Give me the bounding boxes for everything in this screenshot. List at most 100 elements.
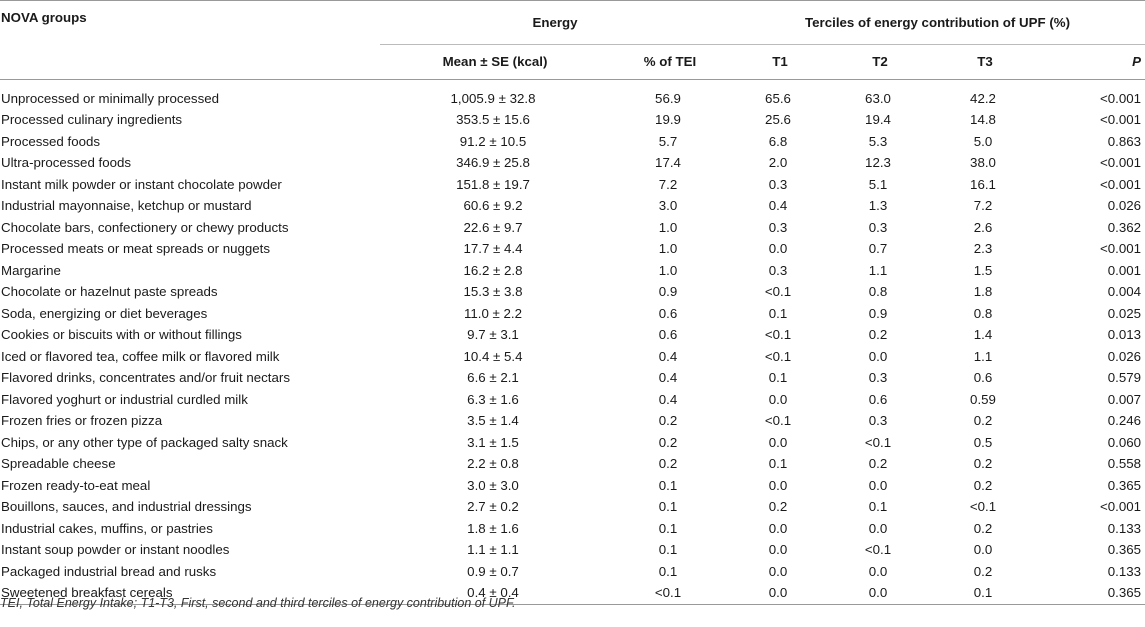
cell-nova-group: Chips, or any other type of packaged sal…	[1, 434, 288, 450]
cell-t1: 6.8	[768, 133, 788, 149]
cell-t3: 1.5	[973, 262, 993, 278]
cell-t3: 0.2	[973, 413, 993, 428]
cell-t2: 0.0	[868, 520, 888, 536]
cell-t2: 0.1	[868, 499, 888, 514]
table-row: Processed meats or meat spreads or nugge…	[0, 238, 1145, 260]
cell-pct-tei: 0.2	[658, 413, 678, 428]
cell-p: 0.060	[1107, 434, 1142, 450]
cell-t2: 0.2	[868, 456, 888, 471]
header-mean-se: Mean ± SE (kcal)	[380, 43, 610, 80]
table-row: Unprocessed or minimally processed 1,005.…	[0, 79, 1145, 109]
table-row: Cookies or biscuits with or without fill…	[0, 324, 1145, 346]
header-t2: T2	[830, 43, 930, 80]
cell-mean-se: 3.5 ± 1.4	[467, 413, 519, 428]
cell-nova-group: Flavored drinks, concentrates and/or fru…	[1, 370, 290, 385]
cell-pct-tei: 0.1	[658, 542, 678, 557]
cell-pct-tei: 0.6	[658, 305, 678, 321]
cell-nova-group: Chocolate or hazelnut paste spreads	[1, 284, 218, 299]
cell-t2: 1.3	[868, 198, 888, 213]
table-row: Frozen fries or frozen pizza 3.5 ± 1.4 0.2…	[0, 410, 1145, 432]
cell-pct-tei: 56.9	[655, 90, 681, 106]
header-t3: T3	[930, 43, 1040, 80]
cell-t1: 25.6	[765, 112, 791, 127]
cell-t2: 0.0	[868, 348, 888, 364]
cell-t1: 0.3	[768, 219, 788, 235]
cell-nova-group: Flavored yoghurt or industrial curdled m…	[1, 391, 248, 407]
table-row: Processed culinary ingredients 353.5 ± 15…	[0, 109, 1145, 131]
cell-pct-tei: 0.1	[658, 477, 678, 493]
cell-pct-tei: 0.2	[658, 456, 678, 471]
cell-t1: 2.0	[768, 155, 788, 170]
cell-t1: 65.6	[765, 90, 791, 106]
cell-nova-group: Instant soup powder or instant noodles	[1, 542, 230, 557]
cell-pct-tei: 0.6	[658, 327, 678, 342]
cell-t2: 0.2	[868, 327, 888, 342]
cell-pct-tei: <0.1	[610, 582, 730, 605]
cell-mean-se: 11.0 ± 2.2	[463, 305, 523, 321]
cell-p: <0.001	[1100, 155, 1142, 170]
cell-mean-se: 346.9 ± 25.8	[456, 155, 530, 170]
cell-t2: 12.3	[865, 155, 891, 170]
cell-t2: <0.1	[864, 434, 892, 450]
table-row: Frozen ready-to-eat meal 3.0 ± 3.0 0.1 0.0 0…	[0, 475, 1145, 497]
cell-mean-se: 6.3 ± 1.6	[467, 391, 519, 407]
cell-mean-se: 1,005.9 ± 32.8	[450, 90, 536, 106]
cell-t1: 0.0	[730, 582, 830, 605]
cell-pct-tei: 5.7	[658, 133, 678, 149]
table-row: Instant soup powder or instant noodles 1.…	[0, 539, 1145, 561]
cell-p: 0.133	[1107, 563, 1142, 579]
table-row: Chips, or any other type of packaged sal…	[0, 432, 1145, 454]
cell-t2: 0.9	[868, 305, 888, 321]
cell-pct-tei: 0.4	[658, 370, 678, 385]
cell-t2: 63.0	[865, 90, 891, 106]
cell-nova-group: Cookies or biscuits with or without fill…	[1, 327, 242, 342]
cell-pct-tei: 17.4	[655, 155, 681, 170]
cell-mean-se: 22.6 ± 9.7	[463, 219, 523, 235]
cell-nova-group: Sweetened breakfast cereals	[0, 582, 380, 605]
cell-t1: <0.1	[764, 413, 792, 428]
cell-t1: 0.1	[768, 456, 788, 471]
cell-t3: 14.8	[970, 112, 996, 127]
table-row: Margarine 16.2 ± 2.8 1.0 0.3 1.1 1.5 0.001	[0, 260, 1145, 282]
cell-mean-se: 2.2 ± 0.8	[467, 456, 519, 471]
cell-p: 0.365	[1107, 477, 1142, 493]
cell-nova-group: Frozen fries or frozen pizza	[1, 413, 163, 428]
cell-p: 0.004	[1107, 284, 1142, 299]
cell-t2: 0.8	[868, 284, 888, 299]
table-row: Flavored yoghurt or industrial curdled m…	[0, 389, 1145, 411]
table-row: Instant milk powder or instant chocolate…	[0, 174, 1145, 196]
table-row: Chocolate bars, confectionery or chewy p…	[0, 217, 1145, 239]
cell-p: 0.007	[1107, 391, 1142, 407]
cell-mean-se: 16.2 ± 2.8	[463, 262, 523, 278]
cell-p: 0.025	[1107, 305, 1142, 321]
cell-nova-group: Industrial mayonnaise, ketchup or mustar…	[1, 198, 252, 213]
cell-p: 0.013	[1107, 327, 1142, 342]
cell-mean-se: 2.7 ± 0.2	[467, 499, 519, 514]
cell-p: 0.579	[1107, 370, 1142, 385]
cell-mean-se: 6.6 ± 2.1	[467, 370, 519, 385]
cell-t2: 0.0	[868, 563, 888, 579]
cell-t2: 0.6	[868, 391, 888, 407]
cell-nova-group: Frozen ready-to-eat meal	[1, 477, 151, 493]
cell-t1: 0.1	[768, 305, 788, 321]
cell-t3: 16.1	[970, 176, 996, 192]
cell-p: 0.365	[1107, 542, 1142, 557]
cell-pct-tei: 0.1	[658, 499, 678, 514]
cell-t1: 0.4	[768, 198, 788, 213]
cell-pct-tei: 0.4	[658, 348, 678, 364]
cell-t1: 0.0	[768, 434, 788, 450]
cell-mean-se: 3.1 ± 1.5	[467, 434, 519, 450]
cell-nova-group: Instant milk powder or instant chocolate…	[1, 176, 282, 192]
cell-mean-se: 0.9 ± 0.7	[467, 563, 519, 579]
cell-nova-group: Processed meats or meat spreads or nugge…	[1, 241, 271, 256]
cell-p: 0.026	[1107, 348, 1142, 364]
cell-p: 0.558	[1107, 456, 1142, 471]
cell-t2: 5.1	[868, 176, 888, 192]
cell-t3: 0.6	[973, 370, 993, 385]
cell-t1: 0.0	[768, 542, 788, 557]
header-p: P	[1040, 43, 1145, 80]
header-blank	[0, 44, 380, 80]
cell-t1: 0.0	[768, 520, 788, 536]
cell-t1: 0.0	[768, 241, 788, 256]
cell-p: 0.362	[1107, 219, 1142, 235]
